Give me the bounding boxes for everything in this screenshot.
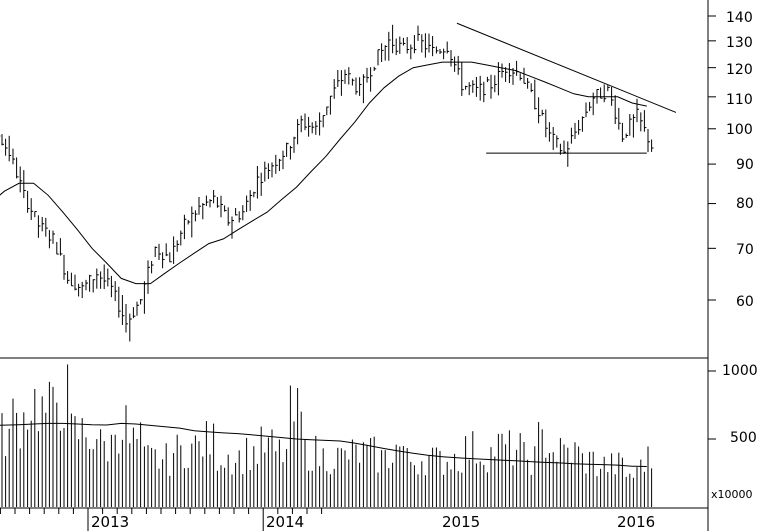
volume-bars — [1, 364, 653, 507]
volume-moving-average-line — [0, 422, 647, 467]
price-tick-label: 90 — [736, 157, 754, 173]
year-label-2013: 2013 — [91, 513, 129, 531]
volume-tick-label: 500 — [730, 430, 757, 446]
price-tick-label: 130 — [726, 35, 753, 51]
year-label-2015: 2015 — [442, 513, 480, 531]
year-label-2014: 2014 — [266, 513, 304, 531]
price-tick-label: 60 — [736, 294, 754, 310]
price-axis-ticks — [708, 15, 716, 301]
price-bars — [0, 24, 654, 342]
volume-tick-label: 1000 — [722, 363, 758, 379]
price-panel — [0, 22, 677, 342]
volume-panel — [0, 364, 653, 507]
resistance-trendline — [456, 22, 677, 113]
year-label-2016: 2016 — [617, 513, 655, 531]
time-axis-ticks — [0, 508, 323, 531]
price-tick-label: 110 — [726, 92, 753, 108]
price-tick-label: 70 — [736, 242, 754, 258]
price-tick-label: 120 — [726, 62, 753, 78]
volume-unit-label: x10000 — [711, 488, 753, 501]
volume-axis-ticks — [708, 370, 716, 440]
price-tick-label: 80 — [736, 196, 754, 212]
price-tick-label: 140 — [726, 10, 753, 26]
price-moving-average-line — [0, 61, 647, 285]
price-tick-label: 100 — [726, 122, 753, 138]
